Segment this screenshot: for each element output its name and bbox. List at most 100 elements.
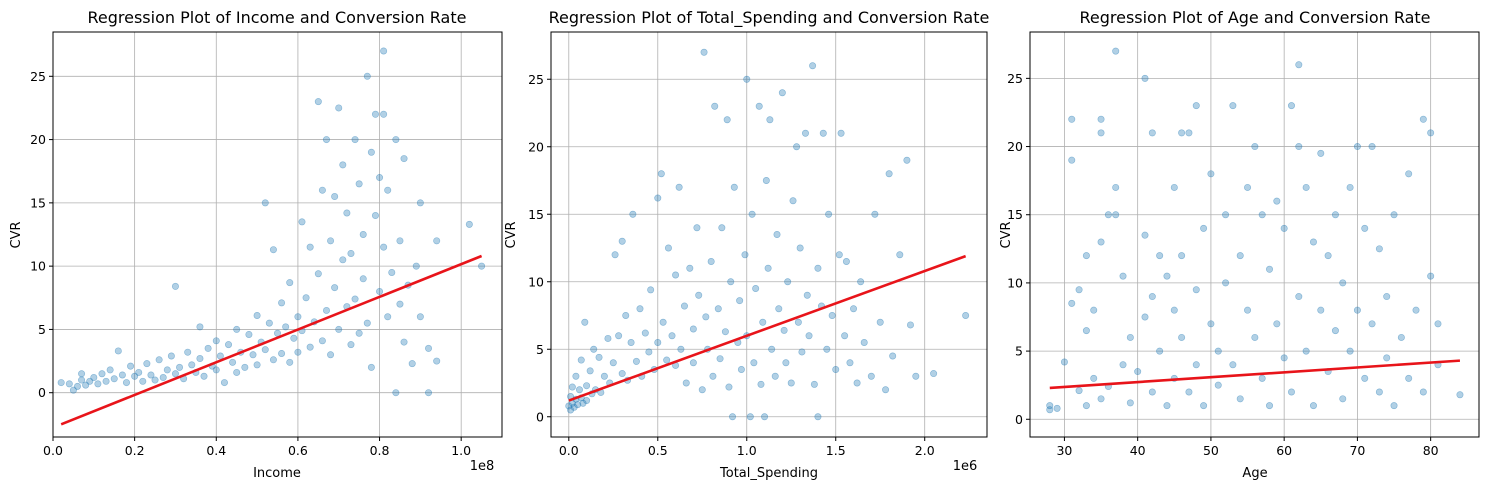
scatter-point [698, 386, 706, 394]
scatter-point [118, 371, 126, 379]
scatter-point [1046, 406, 1054, 414]
axes-frame [52, 31, 503, 438]
x-axis-label: Age [1242, 466, 1267, 481]
scatter-point [1405, 170, 1413, 178]
scatter-point [1075, 286, 1083, 294]
x-tick-label: 80 [1423, 443, 1439, 458]
y-tick-label: 0 [536, 409, 544, 424]
scatter-point [752, 284, 760, 292]
scatter-point [294, 313, 302, 321]
scatter-point [78, 370, 86, 378]
scatter-point [841, 332, 849, 340]
scatter-point [216, 352, 224, 360]
scatter-point [122, 379, 130, 387]
x-tick-label: 0.2 [125, 443, 145, 458]
scatter-point [241, 363, 249, 371]
scatter-point [1097, 395, 1105, 403]
scatter-point [1097, 238, 1105, 246]
scatter-point [212, 366, 220, 374]
scatter-point [798, 348, 806, 356]
scatter-point [746, 413, 754, 421]
scatter-point [618, 237, 626, 245]
scatter-point [647, 286, 655, 294]
scatter-point [805, 332, 813, 340]
grid [551, 32, 987, 437]
scatter-point [376, 174, 384, 182]
scatter-point [282, 323, 290, 331]
scatter-point [433, 237, 441, 245]
scatter-point [347, 249, 355, 257]
scatter-point [400, 155, 408, 163]
scatter-point [1082, 402, 1090, 410]
scatter-point [318, 186, 326, 194]
scatter-point [1295, 143, 1303, 151]
scatter-point [90, 374, 98, 382]
scatter-point [1200, 224, 1208, 232]
x-tick-label: 0.0 [43, 443, 63, 458]
scatter-point [1375, 388, 1383, 396]
x-tick-label: 0.8 [370, 443, 390, 458]
y-tick-label: 10 [528, 274, 544, 289]
y-tick-label: 20 [528, 139, 544, 154]
scatter-point [762, 177, 770, 185]
scatter-point [787, 379, 795, 387]
scatter-point [1361, 224, 1369, 232]
scatter-point [825, 210, 833, 218]
scatter-point [380, 47, 388, 55]
scatter-point [771, 372, 779, 380]
scatter-point [1090, 306, 1098, 314]
scatter-point [1112, 211, 1120, 219]
scatter-point [882, 386, 890, 394]
scatter-point [1331, 211, 1339, 219]
scatter-point [689, 325, 697, 333]
scatter-point [327, 237, 335, 245]
scatter-point [184, 348, 192, 356]
scatter-point [314, 98, 322, 106]
scatter-point [575, 386, 583, 394]
scatter-point [1046, 402, 1054, 410]
y-tick-label: 25 [1007, 71, 1023, 86]
scatter-point [335, 325, 343, 333]
scatter-point [363, 72, 371, 80]
scatter-point [568, 383, 576, 391]
scatter-point [1339, 395, 1347, 403]
scatter-point [298, 218, 306, 226]
scatter-point [1163, 272, 1171, 280]
scatter-point [1390, 402, 1398, 410]
scatter-point [832, 365, 840, 373]
scatter-point [1266, 265, 1274, 273]
scatter-point [583, 382, 591, 390]
scatter-point [759, 318, 767, 326]
scatter-point [1178, 333, 1186, 341]
scatter-point [1141, 313, 1149, 321]
scatter-point [1295, 293, 1303, 301]
scatter-point [586, 367, 594, 375]
scatter-point [1419, 388, 1427, 396]
scatter-point [930, 370, 938, 378]
scatter-point [196, 355, 204, 363]
x-tick-label: 2.0 [915, 443, 935, 458]
scatter-point [1273, 320, 1281, 328]
scatter-point [302, 294, 310, 302]
scatter-point [1170, 306, 1178, 314]
scatter-point [233, 368, 241, 376]
x-tick-label: 0.4 [206, 443, 226, 458]
scatter-point [1214, 381, 1222, 389]
scatter-point [766, 116, 774, 124]
scatter-point [94, 380, 102, 388]
scatter-point [663, 356, 671, 364]
scatter-point [1068, 299, 1076, 307]
scatter-point [730, 183, 738, 191]
scatter-point [689, 359, 697, 367]
scatter-point [1222, 211, 1230, 219]
scatter-point [764, 264, 772, 272]
scatter-point [1075, 387, 1083, 395]
scatter-point [641, 329, 649, 337]
scatter-point [1068, 115, 1076, 123]
scatter-point [1309, 402, 1317, 410]
scatter-point [176, 363, 184, 371]
scatter-point [702, 313, 710, 321]
scatter-point [654, 338, 662, 346]
y-tick-label: 5 [536, 342, 544, 357]
